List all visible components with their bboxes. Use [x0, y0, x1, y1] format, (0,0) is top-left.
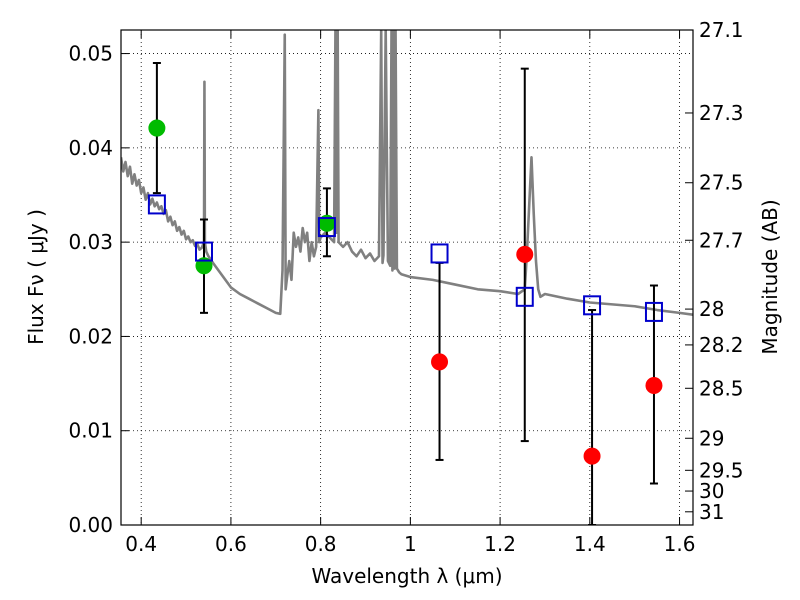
x-tick-label: 0.4 [125, 532, 157, 556]
x-tick-label: 1.4 [574, 532, 606, 556]
spectrum-line [121, 30, 693, 317]
observed-upper-limits-point [431, 353, 449, 371]
model-synthetic-photometry-point [644, 301, 663, 322]
right-tick-label: 28 [699, 297, 724, 321]
y-tick-label: 0.04 [68, 136, 113, 160]
right-tick-label: 29 [699, 426, 724, 450]
right-tick-label: 27.5 [699, 171, 744, 195]
right-tick-label: 27.7 [699, 228, 744, 252]
y-tick-label: 0.00 [68, 513, 113, 537]
observed-upper-limits-point [645, 376, 663, 394]
observed-detections-point [148, 119, 166, 137]
model-synthetic-photometry-point [430, 243, 449, 264]
right-tick-label: 28.2 [699, 333, 744, 357]
tick-labels: 0.4 0.6 0.8 1 1.2 1.4 1.6 0.00 0.01 0.02 0.03 0.04 0… [68, 18, 743, 556]
observed-upper-limits-point [583, 447, 601, 465]
right-axis-label: Magnitude (AB) [758, 199, 782, 354]
right-tick-label: 30 [699, 479, 724, 503]
right-tick-label: 28.5 [699, 376, 744, 400]
y-axis-label: Flux Fν ( μJy ) [24, 209, 48, 345]
model-spectrum [121, 30, 693, 317]
x-tick-label: 1.6 [664, 532, 696, 556]
model-synthetic-photometry-point [194, 241, 213, 262]
right-tick-label: 27.1 [699, 18, 744, 42]
right-tick-label: 31 [699, 500, 724, 524]
model-synthetic-photometry-point [147, 194, 166, 215]
x-tick-label: 0.6 [215, 532, 247, 556]
model-synthetic-photometry-point [317, 217, 336, 238]
observed-upper-limits-point [516, 245, 534, 263]
x-tick-label: 1 [404, 532, 417, 556]
model-synthetic-photometry-point [583, 295, 602, 316]
observed-detections-point [195, 257, 213, 275]
y-tick-label: 0.02 [68, 324, 113, 348]
axis-ticks [121, 29, 693, 526]
y-tick-label: 0.01 [68, 419, 113, 443]
x-tick-label: 1.2 [484, 532, 516, 556]
y-tick-label: 0.03 [68, 230, 113, 254]
right-tick-label: 29.5 [699, 458, 744, 482]
model-synthetic-photometry-point [515, 286, 534, 307]
data-markers [147, 119, 663, 465]
plot-area [121, 30, 693, 525]
plot-frame [120, 29, 694, 526]
right-tick-label: 27.3 [699, 101, 744, 125]
x-axis-label: Wavelength λ (μm) [311, 564, 502, 588]
y-tick-label: 0.05 [68, 42, 113, 66]
x-tick-label: 0.8 [305, 532, 337, 556]
